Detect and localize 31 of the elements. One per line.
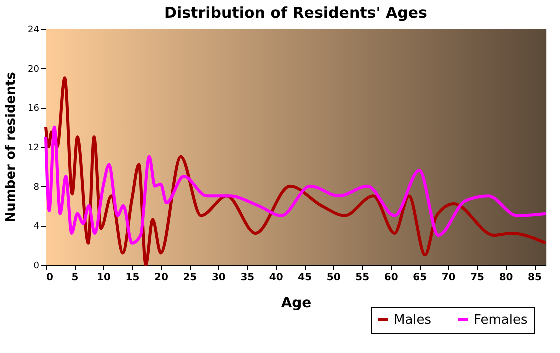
y-tick-label: 20	[28, 64, 40, 75]
y-tick-label: 4	[34, 222, 40, 232]
x-tick-label: 30	[212, 272, 226, 284]
x-tick-label: 55	[356, 272, 370, 284]
x-tick-label: 40	[269, 272, 284, 284]
x-tick-label: 70	[442, 272, 456, 284]
legend-label: Females	[474, 312, 528, 328]
x-tick-label: 20	[154, 272, 168, 284]
x-tick-label: 85	[528, 272, 542, 284]
x-tick-label: 80	[499, 272, 514, 284]
x-tick-label: 15	[126, 272, 140, 284]
y-tick-label: 8	[34, 182, 40, 193]
x-tick-label: 0	[46, 272, 54, 284]
x-tick-label: 65	[413, 272, 428, 284]
x-axis-title: Age	[281, 296, 312, 312]
x-tick-label: 25	[183, 272, 198, 284]
x-tick-label: 50	[326, 272, 341, 284]
x-tick-label: 10	[97, 272, 111, 284]
chart-title: Distribution of Residents' Ages	[164, 4, 428, 22]
legend-label: Males	[394, 312, 432, 328]
y-tick-label: 24	[28, 26, 40, 36]
x-tick-label: 35	[240, 272, 255, 284]
y-tick-label: 12	[28, 144, 40, 154]
y-axis-title: Number of residents	[4, 72, 20, 223]
x-tick-label: 45	[298, 272, 312, 284]
x-tick-label: 75	[470, 272, 485, 284]
y-tick-label: 0	[34, 262, 40, 272]
line-series	[44, 126, 548, 245]
x-tick-label: 60	[384, 272, 398, 284]
x-tick-label: 5	[72, 272, 79, 284]
y-tick-label: 16	[28, 104, 40, 114]
